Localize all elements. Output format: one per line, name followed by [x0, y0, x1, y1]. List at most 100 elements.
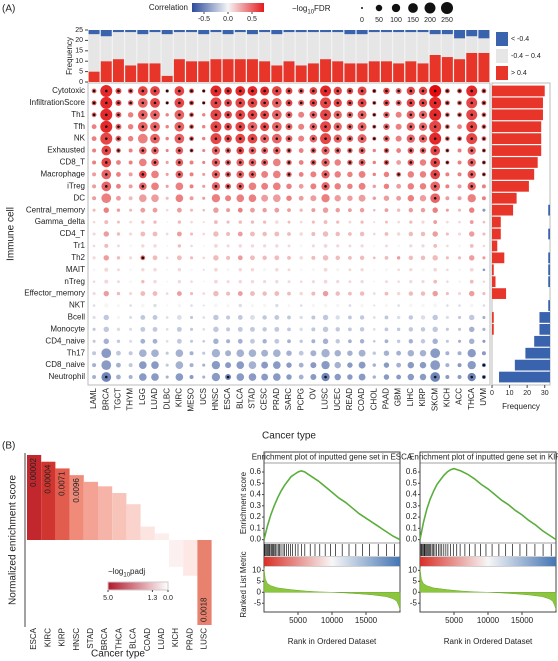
dot: [408, 255, 414, 261]
x-tick-label: PRAD: [185, 628, 194, 650]
dot: [153, 303, 157, 308]
x-tick-label: KIRP: [418, 388, 427, 407]
significance-dot: [433, 113, 437, 117]
significance-dot: [104, 173, 108, 176]
significance-dot: [458, 113, 461, 117]
dot: [408, 291, 414, 296]
dot: [384, 339, 389, 344]
stacked-bar: [368, 32, 380, 62]
significance-dot: [153, 101, 157, 105]
stacked-bar: [198, 61, 210, 82]
dot: [287, 327, 291, 332]
dot: [250, 244, 255, 248]
stacked-bar: [332, 61, 344, 82]
row-label: CD8_naive: [45, 360, 85, 369]
stacked-bar: [271, 30, 283, 35]
significance-dot: [458, 101, 461, 105]
dot: [274, 338, 280, 344]
dot: [396, 148, 402, 153]
significance-dot: [238, 125, 242, 129]
dot: [445, 208, 449, 212]
dot: [138, 349, 147, 358]
x-tick-label: 15000: [511, 616, 534, 625]
legend-title: −log10FDR: [292, 4, 331, 15]
dot: [202, 292, 206, 295]
dot: [469, 267, 474, 272]
stacked-bar: [307, 32, 319, 64]
row-label: nTreg: [64, 277, 85, 286]
dot: [261, 182, 269, 190]
dot: [335, 207, 340, 213]
dot: [432, 231, 438, 237]
x-tick-label: ESCA: [223, 387, 232, 409]
dot: [432, 338, 438, 345]
x-tick-label: KIRC: [43, 628, 52, 647]
dot: [165, 172, 169, 176]
dot: [274, 326, 280, 332]
x-tick-label: THCA: [114, 627, 123, 649]
dot: [407, 195, 415, 202]
significance-dot: [104, 113, 108, 117]
x-tick-label: BLCA: [129, 627, 138, 649]
row-label: InfiltrationScore: [29, 98, 85, 107]
significance-dot: [336, 137, 340, 140]
dot: [202, 256, 206, 260]
significance-dot: [92, 101, 96, 105]
dot: [396, 183, 402, 189]
bar: [154, 533, 169, 540]
bar: [98, 486, 113, 540]
panel-frame: [263, 451, 401, 613]
dot: [335, 339, 340, 344]
dot: [457, 172, 462, 177]
dot: [138, 361, 147, 369]
dot: [153, 244, 157, 248]
dot: [238, 303, 242, 308]
significance-dot: [165, 101, 169, 105]
significance-dot: [324, 101, 327, 105]
significance-dot: [165, 89, 169, 93]
significance-dot: [226, 137, 230, 140]
dot: [263, 268, 267, 272]
stacked-bar: [356, 30, 368, 35]
significance-dot: [263, 149, 266, 152]
dot: [129, 244, 132, 248]
significance-dot: [251, 125, 254, 129]
significance-dot: [251, 161, 254, 164]
dot: [469, 244, 474, 248]
dot: [250, 315, 255, 320]
significance-dot: [238, 173, 242, 176]
stacked-bar: [88, 34, 100, 72]
dot: [226, 327, 231, 332]
dot: [214, 279, 218, 284]
dot: [446, 280, 449, 283]
significance-dot: [104, 89, 108, 93]
stacked-bar: [222, 30, 234, 35]
significance-dot: [385, 113, 388, 117]
stacked-bar: [271, 34, 283, 66]
hbar: [525, 347, 550, 359]
y-tick-label: 5: [257, 576, 262, 585]
significance-dot: [190, 137, 193, 140]
dot: [359, 231, 365, 237]
stacked-bar: [210, 59, 222, 82]
dot: [433, 279, 438, 284]
x-tick-label: KIRP: [58, 628, 67, 647]
size-legend-label: 50: [375, 17, 383, 24]
dot: [226, 220, 230, 224]
dot: [116, 171, 121, 177]
dot: [248, 349, 257, 358]
stacked-bar: [356, 34, 368, 64]
dot: [299, 268, 303, 272]
x-axis-title: Cancer type: [91, 649, 145, 660]
dot: [468, 207, 475, 213]
x-tick-label: 15000: [355, 616, 378, 625]
dot: [152, 207, 158, 213]
stacked-bar: [344, 63, 356, 82]
hbar: [492, 145, 542, 156]
dot: [202, 136, 206, 141]
significance-dot: [433, 101, 437, 105]
dot: [446, 220, 449, 224]
significance-dot: [117, 101, 120, 105]
significance-dot: [117, 125, 120, 129]
dot: [286, 350, 292, 356]
